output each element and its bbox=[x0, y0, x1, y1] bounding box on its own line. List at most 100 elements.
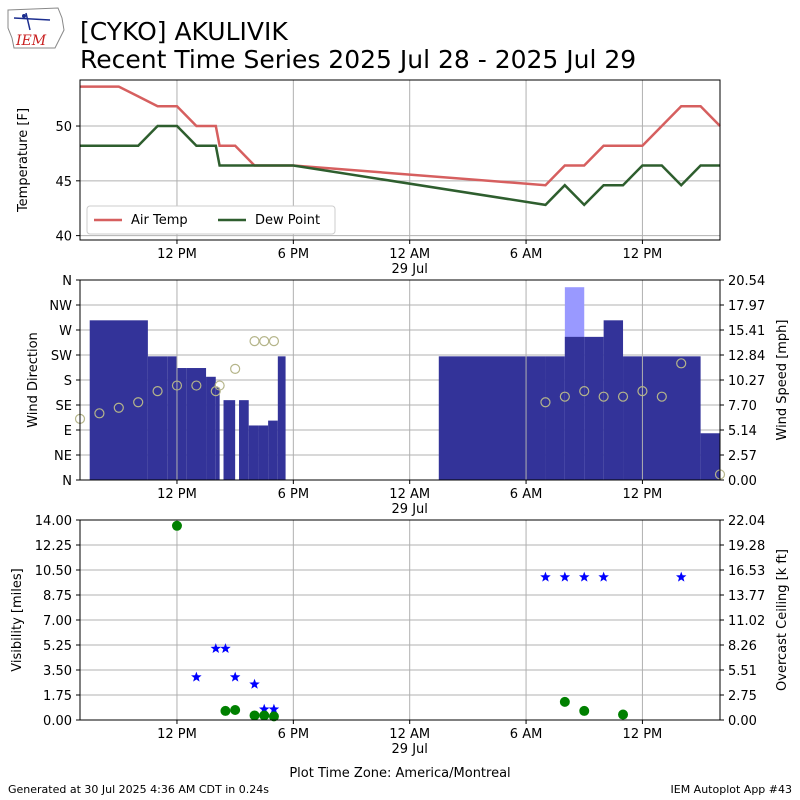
x-tick-label: 6 PM bbox=[278, 247, 309, 262]
generated-footer: Generated at 30 Jul 2025 4:36 AM CDT in … bbox=[8, 783, 269, 796]
panel-frame bbox=[79, 519, 721, 721]
wind-direction-point bbox=[171, 380, 183, 391]
chart-title-line2: Recent Time Series 2025 Jul 28 - 2025 Ju… bbox=[80, 45, 636, 74]
visibility-point bbox=[579, 571, 590, 582]
wind-direction-point bbox=[268, 336, 280, 347]
ceiling-point bbox=[171, 520, 182, 531]
y2-axis-label: Wind Speed [mph] bbox=[775, 320, 790, 441]
y2-tick-label: 22.04 bbox=[728, 514, 765, 529]
app-footer: IEM Autoplot App #43 bbox=[671, 783, 793, 796]
air-temp-line bbox=[80, 85, 721, 187]
ceiling-point bbox=[249, 710, 260, 721]
wind-panel: N NE E SE S SW W NW N 0.00 2.57 5.14 7.70 10.27 12.84 1… bbox=[26, 274, 790, 517]
y-tick-label: E bbox=[64, 424, 72, 439]
y2-tick-label: 16.53 bbox=[728, 564, 765, 579]
ceiling-point bbox=[268, 711, 279, 722]
x-tick-sublabel: 29 Jul bbox=[392, 742, 428, 757]
wind-speed-bar bbox=[215, 387, 220, 480]
x-tick-label: 12 PM bbox=[157, 487, 197, 502]
wind-direction-point bbox=[598, 391, 609, 402]
wind-direction-point bbox=[637, 386, 648, 397]
y-tick-label: 12.25 bbox=[35, 539, 72, 554]
ceiling-point bbox=[259, 710, 270, 721]
y-tick-label: 5.25 bbox=[43, 639, 72, 654]
x-tick-label: 6 AM bbox=[510, 487, 543, 502]
visibility-point bbox=[268, 703, 280, 714]
y2-tick-label: 15.41 bbox=[728, 324, 765, 339]
dew-point-line bbox=[80, 124, 720, 207]
wind-direction-point bbox=[617, 391, 629, 402]
x-tick-label: 6 PM bbox=[278, 487, 309, 502]
y2-tick-label: 5.51 bbox=[728, 664, 757, 679]
wind-speed-bar bbox=[258, 425, 269, 480]
wind-speed-bar bbox=[545, 356, 565, 480]
visibility-point bbox=[598, 571, 609, 582]
wind-speed-bar bbox=[584, 336, 604, 480]
x-tick-label: 12 AM bbox=[389, 727, 430, 742]
y-tick-label: 7.00 bbox=[43, 614, 72, 629]
wind-speed-bar bbox=[147, 356, 168, 480]
y-tick-label: 50 bbox=[55, 120, 72, 135]
y2-tick-label: 8.26 bbox=[728, 639, 757, 654]
y2-tick-label: 7.70 bbox=[728, 399, 757, 414]
y2-tick-label: 10.27 bbox=[728, 374, 765, 389]
logo-text: IEM bbox=[15, 33, 47, 49]
y-tick-label: 0.00 bbox=[43, 714, 72, 729]
panel-frame bbox=[79, 279, 721, 481]
ceiling-point bbox=[559, 696, 570, 707]
wind-direction-point bbox=[656, 391, 667, 402]
y2-tick-label: 20.54 bbox=[728, 274, 765, 289]
wind-speed-bar bbox=[239, 400, 249, 480]
wind-speed-bar bbox=[603, 320, 624, 480]
wind-direction-point bbox=[133, 397, 144, 408]
y2-tick-label: 11.02 bbox=[728, 614, 765, 629]
y2-tick-label: 0.00 bbox=[728, 474, 757, 489]
y-tick-label: N bbox=[62, 274, 72, 289]
visibility-point bbox=[559, 571, 571, 582]
panel-frame bbox=[79, 79, 721, 241]
wind-speed-bar bbox=[438, 356, 546, 480]
x-tick-label: 6 AM bbox=[510, 727, 543, 742]
y2-tick-label: 2.57 bbox=[728, 449, 757, 464]
y2-tick-label: 17.97 bbox=[728, 299, 765, 314]
wind-speed-bar bbox=[89, 320, 148, 480]
x-tick-sublabel: 29 Jul bbox=[392, 262, 428, 277]
wind-speed-bar bbox=[623, 356, 701, 480]
visibility-point bbox=[210, 643, 221, 653]
x-tick-sublabel: 29 Jul bbox=[392, 502, 428, 517]
legend-label: Air Temp bbox=[131, 213, 188, 228]
wind-speed-bar bbox=[268, 420, 278, 480]
y-tick-label: N bbox=[62, 474, 72, 489]
chart-title-line1: [CYKO] AKULIVIK bbox=[80, 17, 288, 46]
x-tick-label: 12 AM bbox=[389, 247, 430, 262]
wind-direction-point bbox=[94, 408, 105, 419]
wind-direction-point bbox=[113, 402, 124, 413]
wind-speed-bar bbox=[186, 368, 207, 480]
x-tick-label: 12 PM bbox=[623, 727, 663, 742]
y-tick-label: S bbox=[64, 374, 72, 389]
y2-tick-label: 2.75 bbox=[728, 689, 757, 704]
visibility-point bbox=[229, 671, 241, 682]
wind-direction-point bbox=[230, 363, 241, 374]
x-tick-label: 6 PM bbox=[278, 727, 309, 742]
wind-direction-point bbox=[152, 386, 163, 397]
visibility-point bbox=[676, 571, 687, 582]
x-tick-label: 12 AM bbox=[389, 487, 430, 502]
y-tick-label: SW bbox=[51, 349, 72, 364]
y-tick-label: NW bbox=[49, 299, 72, 314]
wind-speed-bar bbox=[248, 425, 259, 480]
wind-speed-bar bbox=[277, 356, 286, 480]
visibility-point bbox=[220, 643, 231, 653]
wind-direction-point bbox=[676, 358, 687, 369]
ceiling-point bbox=[618, 709, 629, 720]
iem-logo: IEM bbox=[7, 7, 65, 49]
wind-speed-bar bbox=[176, 368, 187, 480]
y2-tick-label: 12.84 bbox=[728, 349, 765, 364]
visibility-point bbox=[259, 703, 270, 714]
legend: Air Temp Dew Point bbox=[86, 205, 336, 235]
x-tick-label: 12 PM bbox=[157, 247, 197, 262]
wind-speed-bar bbox=[167, 356, 177, 480]
y-tick-label: W bbox=[59, 324, 72, 339]
